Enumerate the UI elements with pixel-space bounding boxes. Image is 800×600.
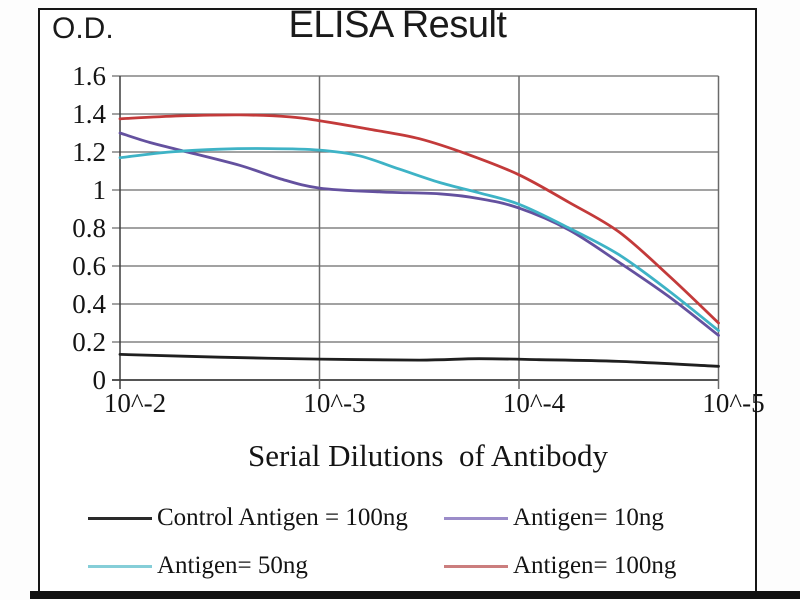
legend-line-swatch [88,516,152,520]
series-line-control-antigen-100ng [118,353,720,368]
series-line-antigen-50ng [118,147,720,332]
y-tick-label: 0.6 [72,251,106,281]
bottom-border-bar [30,591,800,599]
legend-item-label: Control Antigen = 100ng [157,504,408,531]
legend-item: Antigen= 50ng [88,547,444,585]
y-tick-label: 0.8 [72,213,106,243]
y-axis-title: O.D. [52,12,114,45]
x-tick-label: 10^-4 [502,388,566,418]
series-line-antigen-100ng [118,113,720,325]
y-tick-label: 0.4 [72,289,106,319]
y-tick-label: 0 [92,365,107,395]
legend-item-label: Antigen= 100ng [513,552,677,579]
legend-item-label: Antigen= 50ng [157,552,308,579]
y-tick-label: 1.2 [72,137,106,167]
x-tick-label: 10^-5 [702,388,765,418]
y-tick-label: 1.4 [72,99,106,129]
legend: Control Antigen = 100ng Antigen= 10ng Anti… [88,499,708,585]
legend-item: Antigen= 10ng [444,499,708,537]
x-tick-label: 10^-2 [103,388,167,418]
chart-panel-frame [38,8,757,593]
legend-line-swatch [444,516,508,520]
y-tick-label: 0.2 [72,327,106,357]
chart-title: ELISA Result [288,4,507,46]
legend-item: Control Antigen = 100ng [88,499,444,537]
x-axis-title: Serial Dilutions of Antibody [248,438,608,473]
y-tick-label: 1 [92,175,107,205]
legend-item: Antigen= 100ng [444,547,708,585]
legend-item-label: Antigen= 10ng [513,504,664,531]
legend-line-swatch [444,564,508,568]
x-tick-label: 10^-3 [303,388,366,418]
series-line-antigen-10ng [118,131,720,337]
y-tick-label: 1.6 [72,61,106,91]
legend-line-swatch [88,564,152,568]
